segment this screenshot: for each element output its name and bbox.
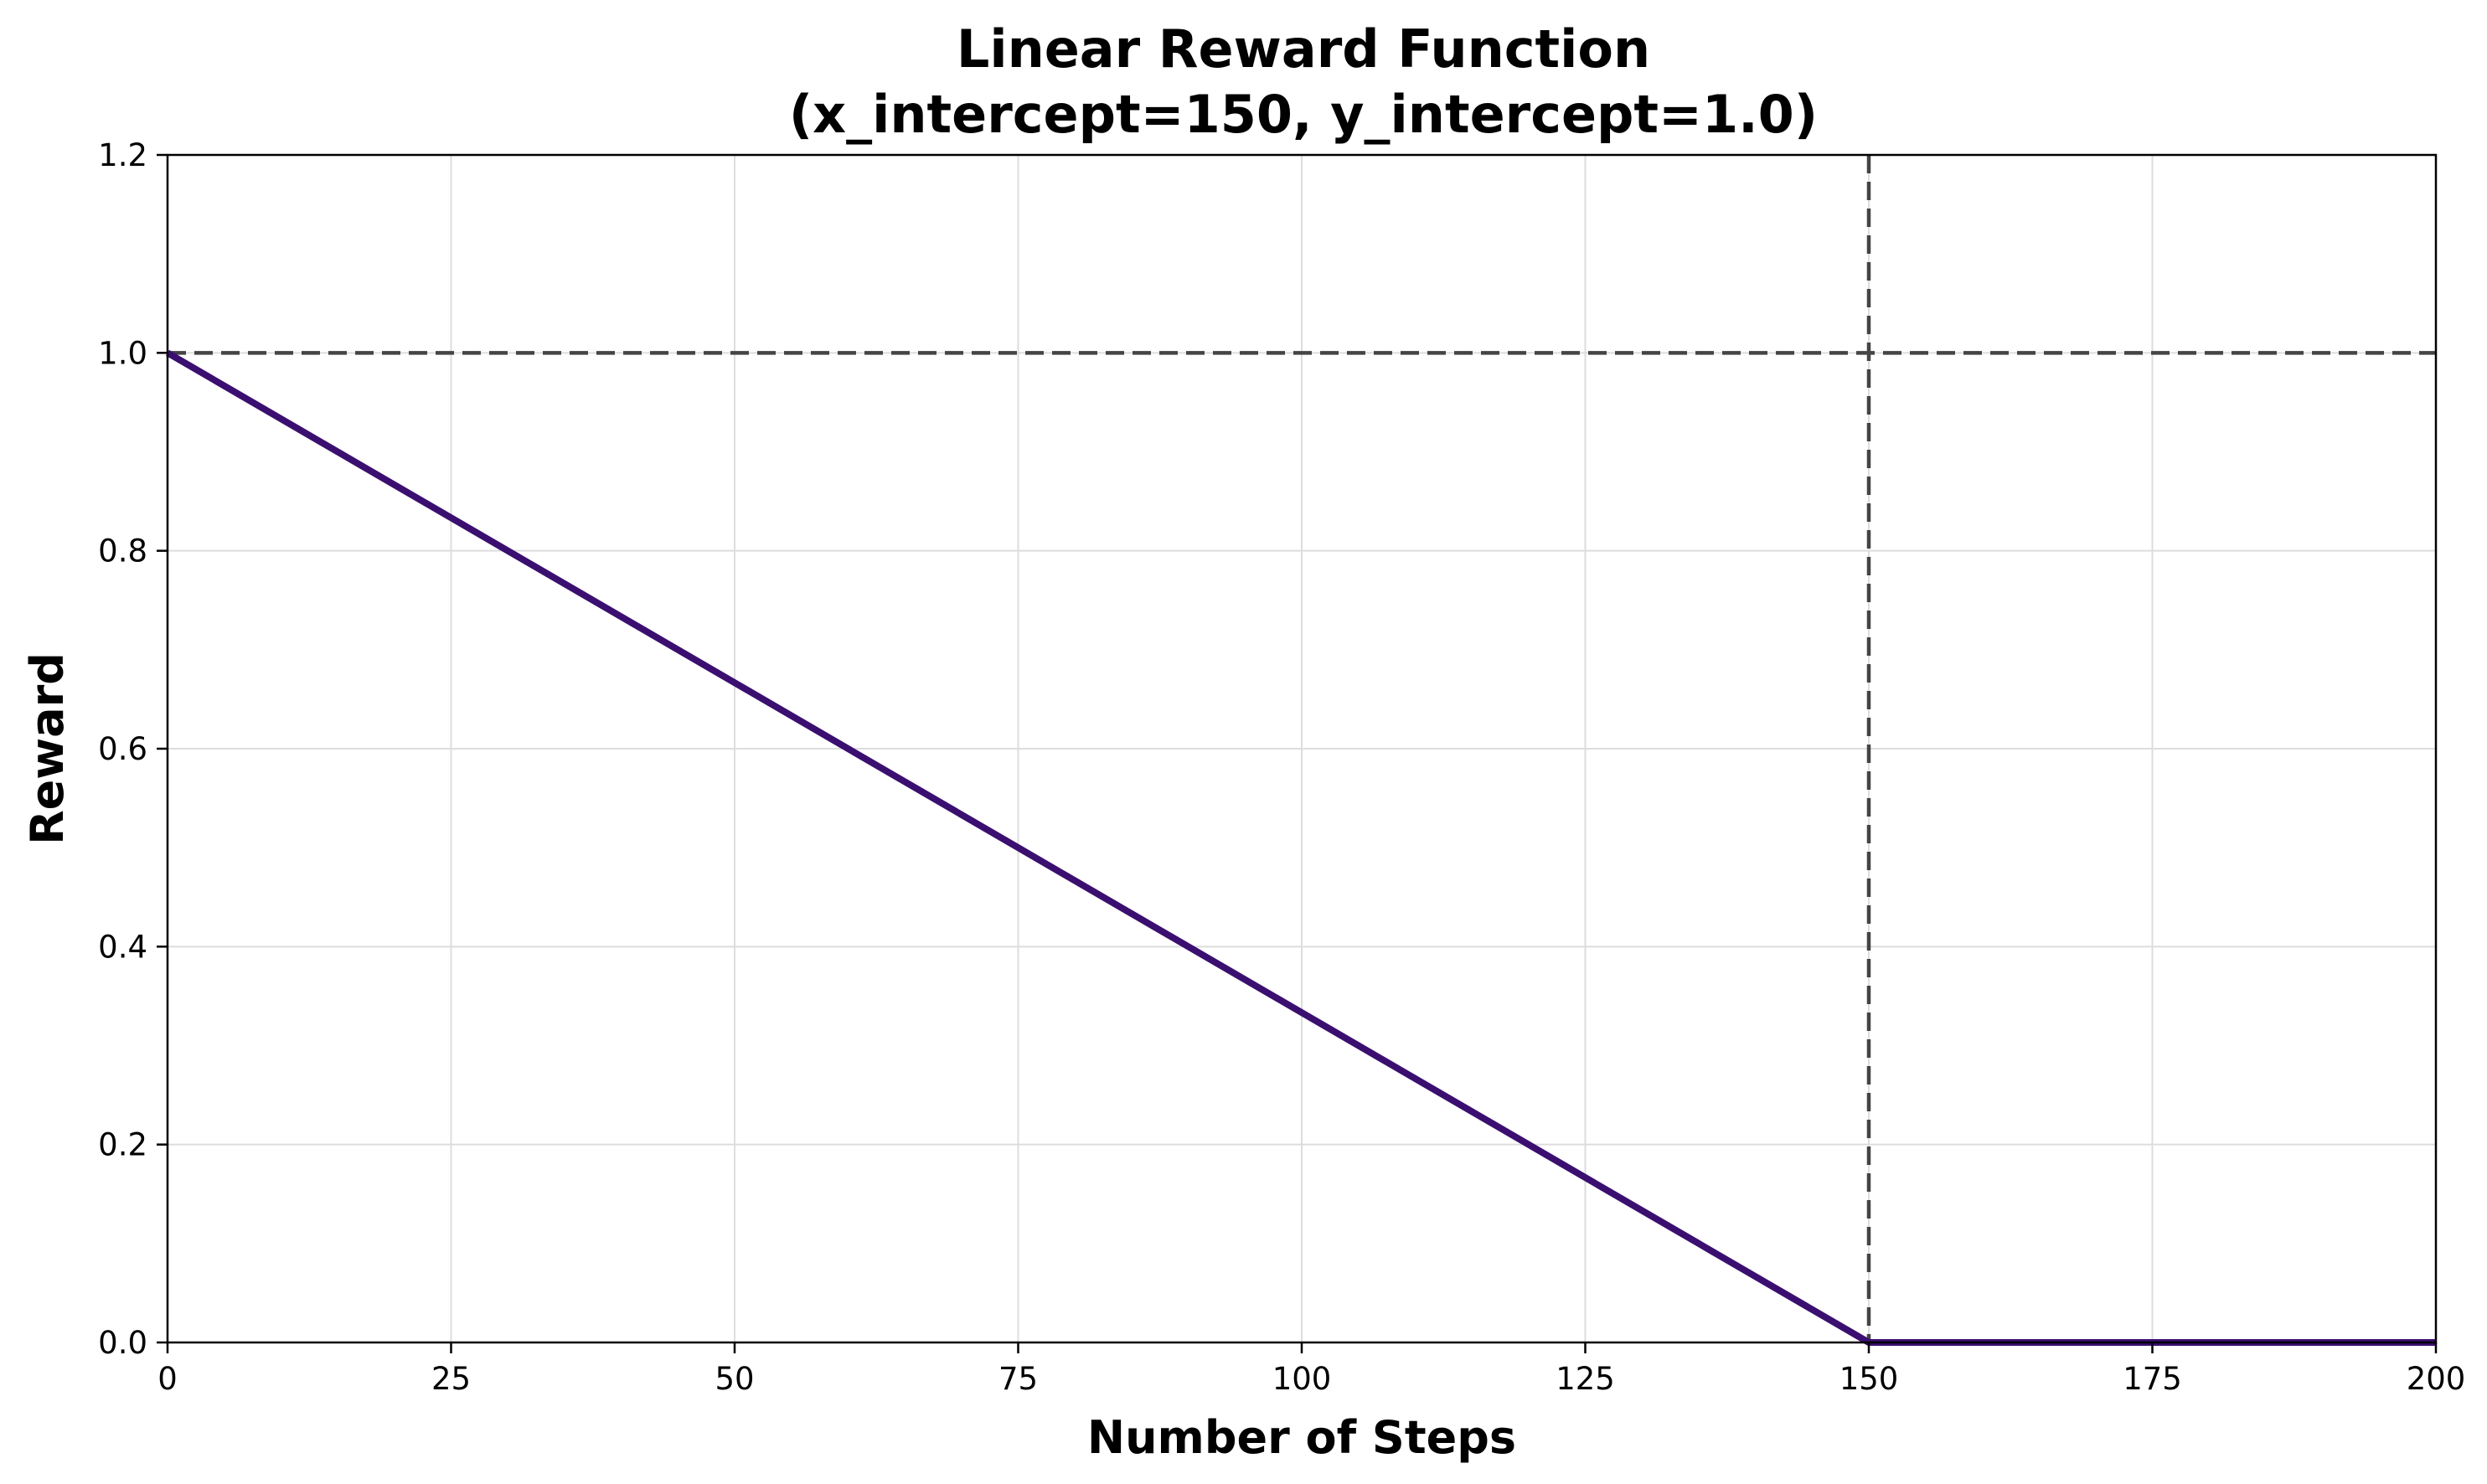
- x-axis-label: Number of Steps: [1087, 1411, 1516, 1464]
- reference-lines: [168, 155, 2436, 1342]
- y-tick-label: 0.2: [98, 1127, 147, 1163]
- y-axis-ticks: 0.0 0.2 0.4 0.6 0.8 1.0 1.2: [98, 137, 168, 1361]
- x-tick-label: 25: [431, 1361, 471, 1397]
- y-axis-label: Reward: [21, 652, 74, 845]
- y-tick-label: 0.0: [98, 1325, 147, 1361]
- x-tick-label: 125: [1556, 1361, 1615, 1397]
- x-tick-label: 0: [157, 1361, 178, 1397]
- chart-title-line1: Linear Reward Function: [957, 18, 1650, 80]
- y-tick-label: 0.6: [98, 731, 147, 767]
- x-tick-label: 75: [998, 1361, 1038, 1397]
- x-tick-label: 150: [1839, 1361, 1899, 1397]
- x-tick-label: 175: [2123, 1361, 2182, 1397]
- x-axis-ticks: 0 25 50 75 100 125 150 175 200: [157, 1342, 2465, 1397]
- x-tick-label: 100: [1272, 1361, 1332, 1397]
- y-tick-label: 1.2: [98, 137, 147, 173]
- y-tick-label: 0.4: [98, 929, 147, 965]
- x-tick-label: 200: [2407, 1361, 2466, 1397]
- x-tick-label: 50: [715, 1361, 754, 1397]
- y-tick-label: 1.0: [98, 335, 147, 371]
- y-tick-label: 0.8: [98, 533, 147, 569]
- chart-title-line2: (x_intercept=150, y_intercept=1.0): [789, 84, 1818, 145]
